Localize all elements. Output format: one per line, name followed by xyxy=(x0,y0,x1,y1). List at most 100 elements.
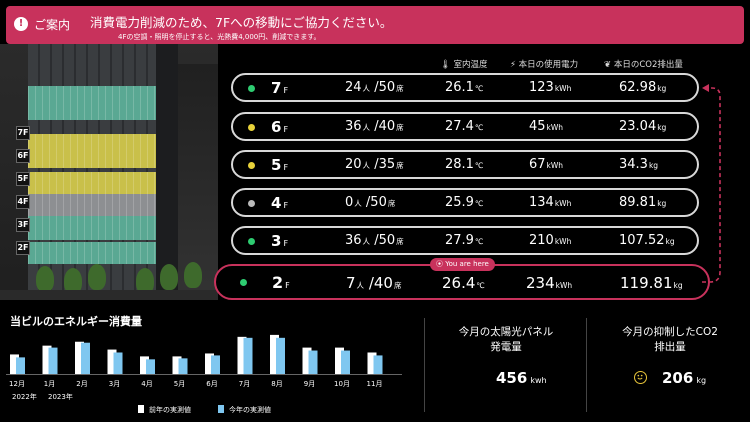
you-are-here-badge: ⦿ You are here xyxy=(430,258,495,271)
x-tick-label: 6月 xyxy=(206,380,217,388)
year-label: 2023年 xyxy=(48,392,73,401)
bar-curr-11 xyxy=(373,355,383,374)
co2-emission: 119.81kg xyxy=(620,274,683,292)
x-tick-label: 10月 xyxy=(334,380,350,388)
floor-row-7f[interactable]: 7 F 24人 /50席 26.1℃ 123kWh 62.98kg xyxy=(231,73,699,102)
legend-swatch xyxy=(218,405,224,413)
power-usage: 134kWh xyxy=(529,195,572,210)
co2-saved-value: 206 kg xyxy=(662,369,707,387)
occupancy: 20人 /35席 xyxy=(345,157,404,172)
bar-curr-2 xyxy=(81,342,90,374)
bar-prev-4 xyxy=(140,356,149,374)
bar-curr-6 xyxy=(211,355,220,374)
occupancy: 36人 /40席 xyxy=(345,119,404,134)
status-dot xyxy=(240,279,247,286)
floor-label-5f: 5F xyxy=(16,172,30,186)
status-dot xyxy=(248,124,255,131)
bar-prev-5 xyxy=(172,356,182,374)
bar-prev-11 xyxy=(367,352,377,374)
header-temperature: 🌡 室内温度 xyxy=(440,60,488,70)
room-temperature: 26.4℃ xyxy=(442,274,485,292)
power-usage: 234kWh xyxy=(526,274,573,292)
floor-label-6f: 6F xyxy=(16,149,30,163)
announcement-banner: ! ご案内 消費電力削減のため、7Fへの移動にご協力ください。 4Fの空調・照明… xyxy=(6,6,744,44)
co2-saved-title: 今月の抑制したCO2 排出量 xyxy=(622,326,718,353)
co2-emission: 107.52kg xyxy=(619,233,675,248)
move-suggestion-arrow xyxy=(702,84,721,283)
floor-label-2f: 2F xyxy=(16,241,30,255)
bar-prev-3 xyxy=(107,349,117,374)
x-tick-label: 11月 xyxy=(367,380,383,388)
floor-label-3f: 3F xyxy=(16,218,30,232)
power-usage: 45kWh xyxy=(529,119,564,134)
co2-emission: 34.3kg xyxy=(619,157,659,172)
floor-row-3f[interactable]: 3 F 36人 /50席 27.9℃ 210kWh 107.52kg xyxy=(231,226,699,255)
co2-emission: 62.98kg xyxy=(619,80,667,95)
status-dot xyxy=(248,85,255,92)
banner-message: 消費電力削減のため、7Fへの移動にご協力ください。 xyxy=(90,15,393,30)
banner-subtext: 4Fの空調・照明を停止すると、光熱費4,000円、削減できます。 xyxy=(118,33,321,41)
thermometer-icon: 🌡 xyxy=(440,60,451,70)
bar-curr-9 xyxy=(308,350,318,374)
x-tick-label: 4月 xyxy=(141,380,152,388)
energy-bar-chart: 12月 1月 2月 3月 4月 5月 6月 7月 8月 9月 10月 11月 2022年 2023年前年の… xyxy=(6,334,402,414)
bar-curr-5 xyxy=(178,358,188,374)
bar-prev-1 xyxy=(42,345,52,374)
solar-value: 456 kwh xyxy=(496,369,547,387)
header-power: ⚡ 本日の使用電力 xyxy=(510,60,579,70)
year-label: 2022年 xyxy=(12,392,37,401)
status-dot xyxy=(248,162,255,169)
alert-icon: ! xyxy=(14,17,28,31)
x-tick-label: 7月 xyxy=(239,380,250,388)
bar-curr-8 xyxy=(276,337,285,374)
x-tick-label: 9月 xyxy=(304,380,315,388)
bar-prev-0 xyxy=(10,354,19,374)
x-tick-label: 3月 xyxy=(109,380,120,388)
banner-label: ご案内 xyxy=(34,18,71,32)
x-tick-label: 5月 xyxy=(174,380,185,388)
floor-row-4f[interactable]: 4 F 0人 /50席 25.9℃ 134kWh 89.81kg xyxy=(231,188,699,217)
x-tick-label: 2月 xyxy=(76,380,87,388)
header-co2: ❦ 本日のCO2排出量 xyxy=(604,60,683,70)
occupancy: 7人 /40席 xyxy=(346,274,402,292)
legend-label: 前年の実測値 xyxy=(149,405,191,414)
occupancy: 24人 /50席 xyxy=(345,80,404,95)
room-temperature: 25.9℃ xyxy=(445,195,484,210)
bar-prev-8 xyxy=(270,334,279,374)
occupancy: 36人 /50席 xyxy=(345,233,404,248)
x-tick-label: 12月 xyxy=(9,380,25,388)
power-usage: 67kWh xyxy=(529,157,564,172)
bar-curr-3 xyxy=(113,352,123,374)
room-temperature: 28.1℃ xyxy=(445,157,484,172)
leaf-icon: ❦ xyxy=(604,60,612,70)
location-pin-icon: ⦿ xyxy=(436,260,443,268)
x-tick-label: 8月 xyxy=(271,380,282,388)
building-image: 7F 6F 5F 4F 3F 2F xyxy=(0,44,218,300)
co2-emission: 89.81kg xyxy=(619,195,667,210)
power-usage: 210kWh xyxy=(529,233,572,248)
floor-row-6f[interactable]: 6 F 36人 /40席 27.4℃ 45kWh 23.04kg xyxy=(231,112,699,141)
energy-chart-title: 当ビルのエネルギー消費量 xyxy=(10,315,142,328)
status-dot xyxy=(248,238,255,245)
floor-label-7f: 7F xyxy=(16,126,30,140)
room-temperature: 26.1℃ xyxy=(445,80,484,95)
floor-label-4f: 4F xyxy=(16,195,30,209)
legend-swatch xyxy=(138,405,144,413)
bar-prev-9 xyxy=(302,347,312,374)
lightning-icon: ⚡ xyxy=(510,60,516,70)
bar-curr-0 xyxy=(16,357,25,374)
status-dot xyxy=(248,200,255,207)
floor-row-5f[interactable]: 5 F 20人 /35席 28.1℃ 67kWh 34.3kg xyxy=(231,150,699,179)
occupancy: 0人 /50席 xyxy=(345,195,396,210)
room-temperature: 27.9℃ xyxy=(445,233,484,248)
bar-curr-10 xyxy=(341,350,350,374)
bar-curr-7 xyxy=(243,337,253,374)
bar-curr-4 xyxy=(146,359,155,374)
bar-prev-2 xyxy=(75,341,84,374)
co2-emission: 23.04kg xyxy=(619,119,667,134)
